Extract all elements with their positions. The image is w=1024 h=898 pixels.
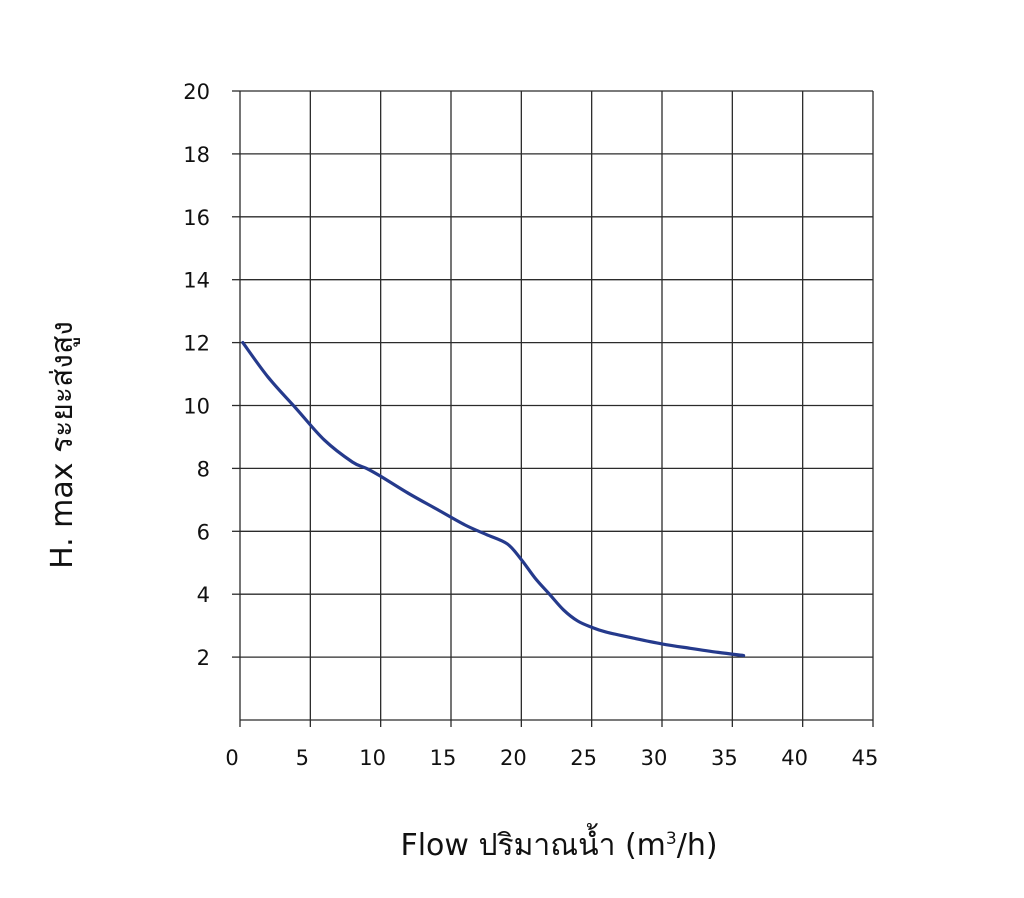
y-axis-title: H. max ระยะส่งสูง [45,321,80,569]
x-tick-label-40: 40 [781,746,808,770]
x-axis-title-main: Flow ปริมาณน้ำ (m [400,823,665,863]
y-tick-label-12: 12 [183,332,210,356]
x-tick-label-15: 15 [430,746,457,770]
series [241,341,746,658]
series-line-0 [241,341,746,658]
x-tick-label-30: 30 [641,746,668,770]
x-axis-title-superscript: 3 [666,829,677,849]
y-tick-label-8: 8 [197,457,210,481]
x-tick-label-20: 20 [500,746,527,770]
axes [232,90,874,727]
y-tick-label-6: 6 [197,520,210,544]
tick-labels: 0 5 10 15 20 25 30 35 40 45 2 4 6 8 10 12 14 16 18 20 [183,80,878,770]
y-tick-label-16: 16 [183,206,210,230]
x-tick-label-45: 45 [852,746,879,770]
x-tick-label-5: 5 [296,746,309,770]
x-tick-label-10: 10 [359,746,386,770]
x-tick-label-35: 35 [711,746,738,770]
x-tick-label-0: 0 [225,746,238,770]
x-axis-title-suffix: /h) [677,828,718,863]
y-tick-label-14: 14 [183,269,210,293]
x-tick-label-25: 25 [570,746,597,770]
y-tick-label-4: 4 [197,583,210,607]
y-tick-label-18: 18 [183,143,210,167]
x-axis-title: Flow ปริมาณน้ำ (m3/h) [400,823,717,863]
y-tick-label-2: 2 [197,646,210,670]
y-tick-label-10: 10 [183,395,210,419]
y-tick-label-20: 20 [183,80,210,104]
grid [240,90,874,720]
